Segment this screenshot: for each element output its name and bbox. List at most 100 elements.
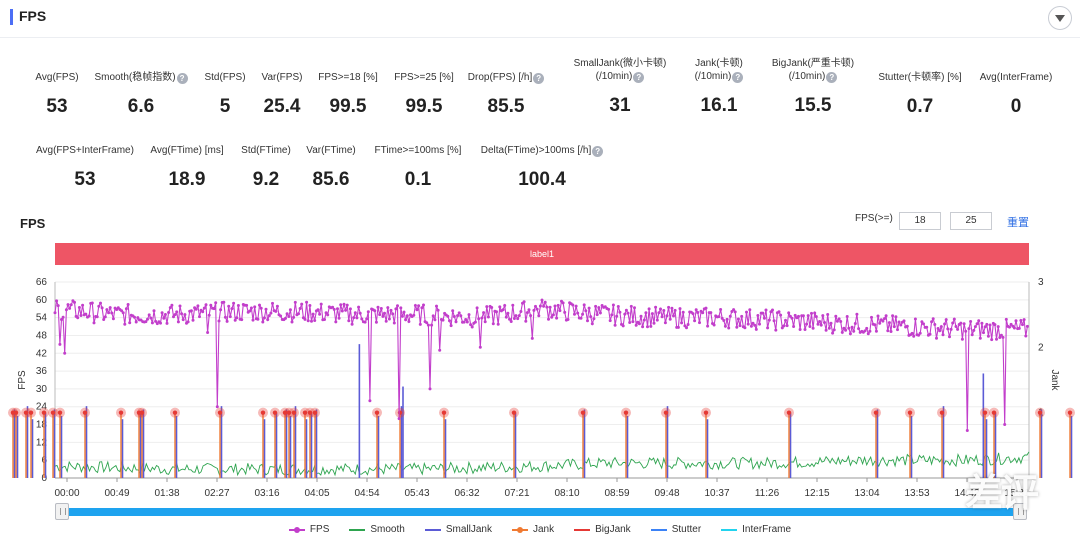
fps-point	[547, 317, 550, 321]
fps-point	[988, 323, 992, 327]
fps-point	[948, 335, 951, 339]
fps-point	[217, 319, 221, 323]
fps-point	[959, 321, 963, 325]
legend-item[interactable]: FPS	[288, 524, 329, 535]
fps-point	[150, 321, 154, 325]
fps-point	[95, 315, 99, 319]
help-icon[interactable]: ?	[633, 72, 645, 83]
fps-point	[60, 318, 63, 321]
fps-point	[253, 305, 257, 309]
section-accent-bar	[10, 9, 13, 25]
fps-point	[736, 317, 740, 321]
legend-item[interactable]: Jank	[511, 524, 554, 535]
fps-point	[207, 313, 211, 317]
fps-point	[722, 319, 726, 322]
legend-item[interactable]: InterFrame	[721, 524, 791, 535]
fps-point	[383, 311, 386, 315]
fps-point	[806, 314, 810, 318]
fps-threshold-input-2[interactable]: 25	[950, 212, 992, 230]
fps-point	[579, 316, 583, 320]
fps-point	[136, 316, 140, 320]
fps-point	[332, 307, 336, 311]
fps-point	[832, 328, 836, 332]
fps-point	[918, 331, 922, 335]
fps-point	[728, 314, 732, 318]
fps-point	[586, 319, 589, 323]
fps-point	[637, 322, 641, 326]
legend-item[interactable]: BigJank	[574, 524, 631, 535]
fps-point	[251, 318, 255, 322]
fps-point	[738, 324, 742, 328]
help-icon[interactable]: ?	[592, 146, 604, 157]
fps-point	[337, 316, 341, 320]
help-icon[interactable]: ?	[176, 73, 188, 84]
time-range-slider[interactable]	[55, 503, 1030, 520]
fps-point	[381, 314, 385, 318]
fps-point	[624, 308, 628, 312]
fps-point	[303, 317, 307, 321]
fps-threshold-input-1[interactable]: 18	[899, 212, 941, 230]
row1-metric: BigJank(严重卡顿) (/10min)? 15.5	[738, 57, 888, 117]
fps-point	[587, 306, 591, 310]
legend-item[interactable]: Stutter	[650, 524, 701, 535]
fps-point	[326, 313, 330, 317]
fps-point	[477, 317, 481, 321]
fps-point	[178, 304, 182, 308]
fps-point	[316, 308, 320, 312]
fps-point	[1022, 318, 1026, 322]
fps-point	[886, 329, 890, 333]
fps-point	[167, 311, 171, 314]
fps-point	[267, 314, 271, 318]
fps-point	[530, 336, 534, 340]
metric-label: FPS>=18 [%]	[318, 72, 378, 83]
fps-point	[615, 314, 619, 318]
fps-point	[647, 307, 651, 311]
fps-point	[219, 308, 223, 312]
help-icon[interactable]: ?	[732, 72, 744, 83]
fps-point	[881, 319, 885, 323]
fps-point	[761, 311, 765, 315]
fps-point	[147, 313, 151, 317]
fps-point	[105, 308, 109, 312]
range-handle-left[interactable]	[55, 503, 69, 520]
fps-point	[266, 318, 270, 322]
range-track[interactable]	[63, 508, 1021, 516]
metric-value: 5	[219, 96, 231, 117]
fps-point	[853, 322, 857, 325]
help-icon[interactable]: ?	[533, 73, 545, 84]
fps-point	[264, 307, 268, 311]
fps-point	[712, 323, 716, 327]
label-band[interactable]: label1	[55, 243, 1029, 265]
y-tick-label: 42	[36, 348, 48, 359]
fps-chart[interactable]: 0612182430364248546066123FPSJank00:0000:…	[0, 270, 1080, 502]
fps-point	[172, 315, 175, 319]
fps-point	[342, 302, 346, 306]
fps-point	[435, 304, 438, 308]
collapse-toggle-button[interactable]	[1048, 6, 1072, 30]
reset-link[interactable]: 重置	[1007, 217, 1029, 229]
fps-point	[814, 315, 818, 319]
fps-point	[691, 312, 695, 316]
metric-label: Delta(FTime)>100ms [/h]?	[467, 144, 617, 157]
fps-point	[784, 318, 787, 322]
fps-point	[542, 304, 546, 308]
fps-point	[84, 312, 88, 316]
fps-point	[912, 334, 916, 338]
fps-point	[766, 326, 770, 330]
range-handle-right[interactable]	[1013, 503, 1027, 520]
legend-item[interactable]: Smooth	[349, 524, 405, 535]
help-icon[interactable]: ?	[826, 72, 838, 83]
fps-point	[550, 315, 554, 319]
fps-point	[121, 311, 125, 315]
fps-point	[425, 321, 429, 325]
fps-point	[77, 306, 81, 309]
fps-point	[857, 327, 861, 331]
jank-marker	[50, 410, 56, 415]
fps-point	[823, 321, 826, 324]
legend-item[interactable]: SmallJank	[424, 524, 492, 535]
x-tick-label: 00:49	[104, 488, 129, 499]
fps-point	[399, 306, 403, 310]
fps-point	[373, 309, 377, 313]
fps-point	[491, 322, 495, 326]
fps-point	[1012, 326, 1016, 330]
